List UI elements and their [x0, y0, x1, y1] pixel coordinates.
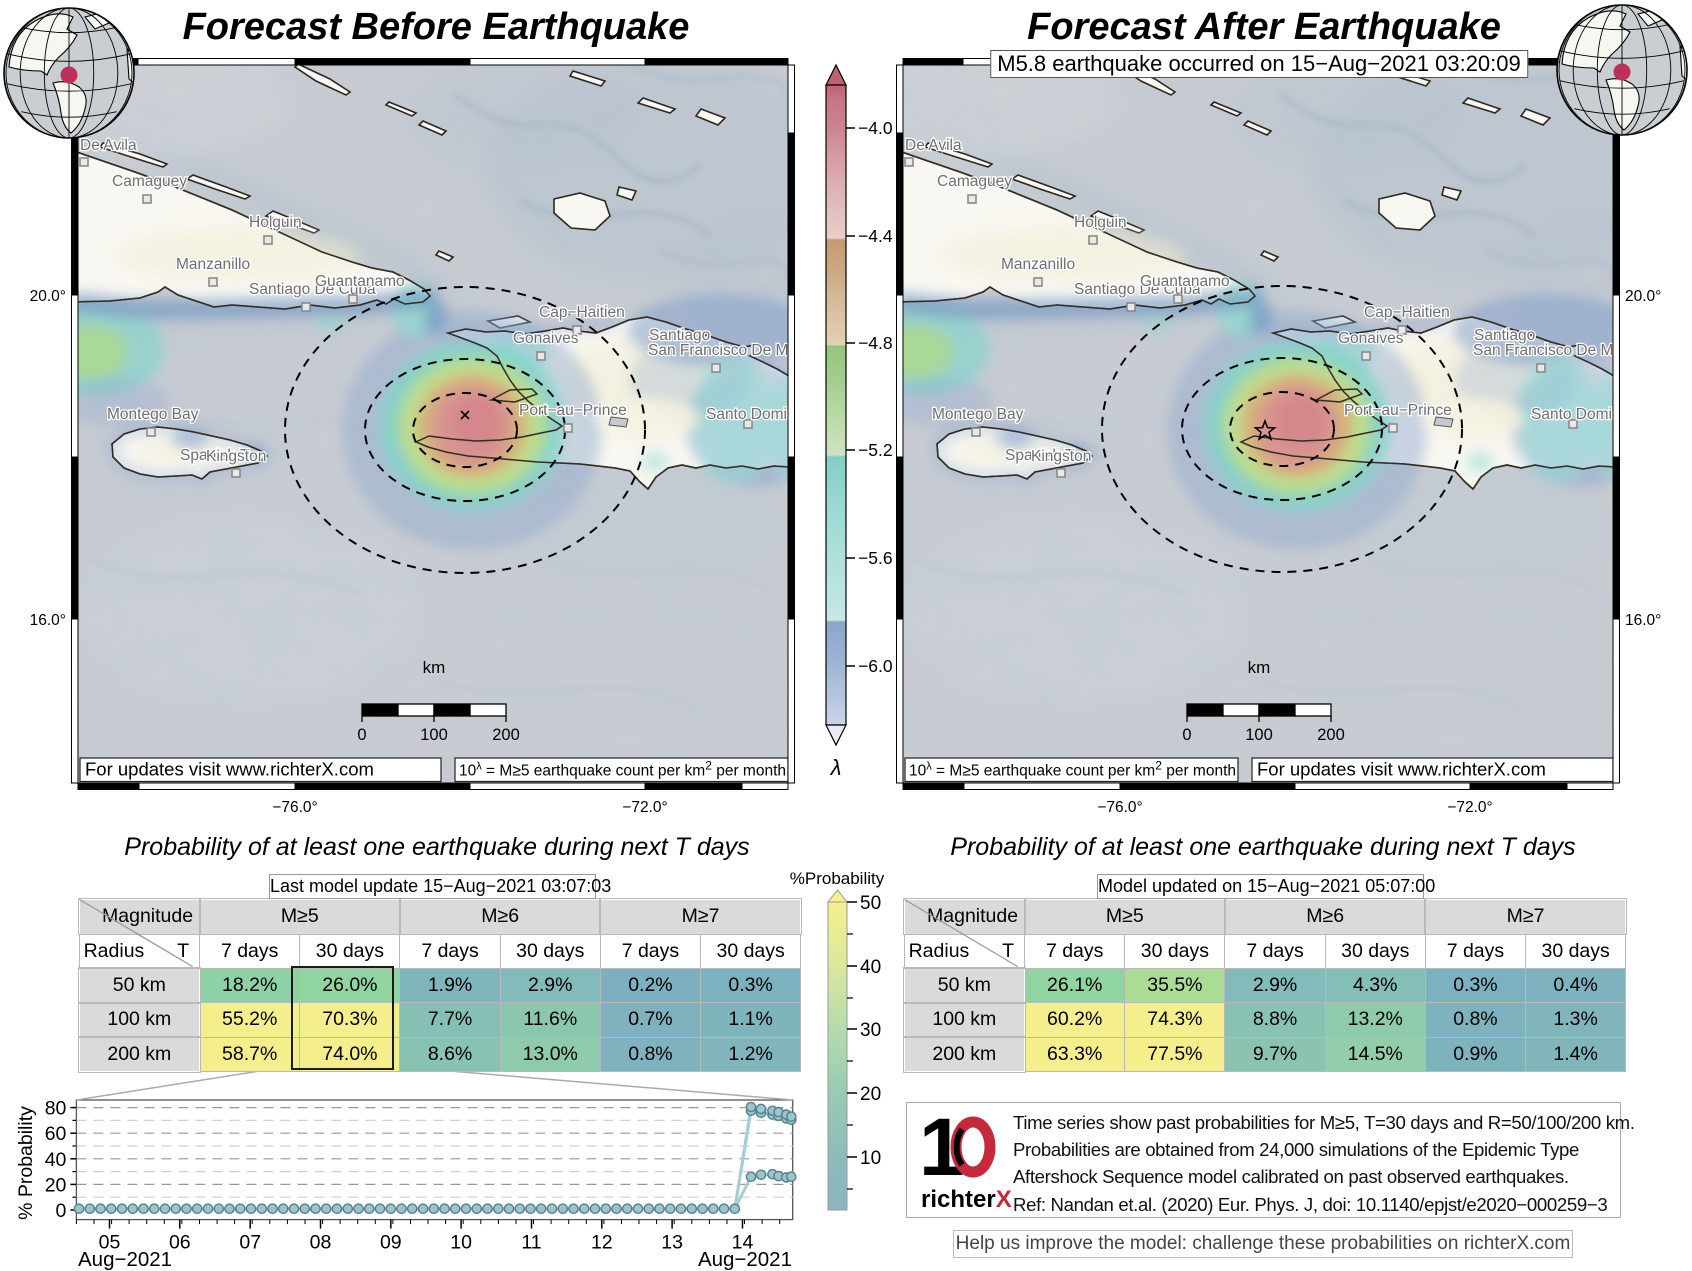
svg-text:km: km — [1248, 658, 1271, 677]
svg-text:richterX: richterX — [921, 1186, 1012, 1213]
svg-text:13: 13 — [661, 1232, 683, 1254]
svg-text:For updates visit www.richterX: For updates visit www.richterX.com — [1257, 759, 1546, 780]
svg-text:16.0°: 16.0° — [1625, 612, 1661, 629]
svg-text:10λ = M≥5 earthquake count per: 10λ = M≥5 earthquake count per km2 per m… — [459, 759, 786, 780]
svg-text:De Avila: De Avila — [905, 137, 962, 154]
svg-text:12: 12 — [591, 1232, 613, 1254]
svg-text:For updates visit www.richterX: For updates visit www.richterX.com — [85, 759, 374, 780]
svg-text:Manzanillo: Manzanillo — [176, 256, 250, 273]
svg-text:08: 08 — [310, 1232, 332, 1254]
svg-text:Santiago De Cuba: Santiago De Cuba — [249, 281, 376, 298]
svg-text:60: 60 — [45, 1123, 67, 1145]
svg-text:0: 0 — [1182, 726, 1191, 744]
svg-text:07: 07 — [239, 1232, 261, 1254]
svg-text:Aug−2021: Aug−2021 — [698, 1248, 792, 1271]
svg-text:%Probability: %Probability — [790, 869, 885, 888]
svg-text:16.0°: 16.0° — [30, 612, 66, 629]
svg-text:λ: λ — [830, 755, 842, 780]
svg-text:06: 06 — [169, 1232, 191, 1254]
svg-text:−76.0°: −76.0° — [1097, 799, 1142, 816]
svg-text:−76.0°: −76.0° — [272, 799, 317, 816]
svg-text:50: 50 — [860, 893, 881, 914]
svg-text:Montego Bay: Montego Bay — [932, 406, 1024, 423]
svg-text:05: 05 — [99, 1232, 121, 1254]
svg-text:10: 10 — [450, 1232, 472, 1254]
svg-text:Kingston: Kingston — [1031, 448, 1091, 465]
svg-text:200: 200 — [492, 726, 520, 744]
svg-text:Gonaives: Gonaives — [513, 330, 579, 347]
svg-text:Spanish T: Spanish T — [180, 447, 250, 464]
svg-text:Holguin: Holguin — [1074, 214, 1127, 231]
svg-text:09: 09 — [380, 1232, 402, 1254]
svg-text:Cap−Haitien: Cap−Haitien — [1364, 304, 1450, 321]
svg-text:Aug−2021: Aug−2021 — [78, 1248, 172, 1271]
svg-text:Guantanamo: Guantanamo — [315, 273, 405, 290]
svg-text:Manzanillo: Manzanillo — [1001, 256, 1075, 273]
svg-text:200: 200 — [1317, 726, 1345, 744]
svg-text:−5.6: −5.6 — [858, 548, 893, 568]
svg-text:10λ = M≥5 earthquake count per: 10λ = M≥5 earthquake count per km2 per m… — [909, 759, 1236, 780]
svg-text:Kingston: Kingston — [206, 448, 266, 465]
svg-text:Santo Domingo: Santo Domingo — [1531, 406, 1638, 423]
svg-text:−72.0°: −72.0° — [622, 799, 667, 816]
svg-text:Gonaives: Gonaives — [1338, 330, 1404, 347]
svg-text:Santiago De Cuba: Santiago De Cuba — [1074, 281, 1201, 298]
svg-text:De Avila: De Avila — [80, 137, 137, 154]
svg-text:Holguin: Holguin — [249, 214, 302, 231]
svg-text:Santo Domingo: Santo Domingo — [706, 406, 813, 423]
svg-text:Port−au−Prince: Port−au−Prince — [519, 402, 627, 419]
svg-text:−4.4: −4.4 — [858, 226, 893, 246]
svg-text:Santiago: Santiago — [1474, 327, 1535, 344]
svg-text:Port−au−Prince: Port−au−Prince — [1344, 402, 1452, 419]
svg-text:−4.8: −4.8 — [858, 333, 893, 353]
svg-text:Spanish T: Spanish T — [1005, 447, 1075, 464]
svg-text:−72.0°: −72.0° — [1447, 799, 1492, 816]
svg-text:San Francisco De Maco: San Francisco De Maco — [1473, 342, 1638, 359]
svg-text:30: 30 — [860, 1020, 881, 1041]
svg-text:20: 20 — [45, 1174, 67, 1196]
svg-text:14: 14 — [732, 1232, 754, 1254]
svg-text:20: 20 — [860, 1084, 881, 1105]
svg-text:−5.2: −5.2 — [858, 440, 893, 460]
svg-text:Camaguey: Camaguey — [937, 173, 1012, 190]
svg-text:100: 100 — [420, 726, 448, 744]
svg-text:−4.0: −4.0 — [858, 118, 893, 138]
svg-text:km: km — [423, 658, 446, 677]
svg-text:Montego Bay: Montego Bay — [107, 406, 199, 423]
svg-text:San Francisco De Maco: San Francisco De Maco — [648, 342, 813, 359]
svg-text:40: 40 — [45, 1149, 67, 1171]
svg-text:100: 100 — [1245, 726, 1273, 744]
svg-text:10: 10 — [860, 1148, 881, 1169]
svg-text:−6.0: −6.0 — [858, 656, 893, 676]
svg-text:20.0°: 20.0° — [30, 288, 66, 305]
svg-text:80: 80 — [45, 1098, 67, 1120]
svg-text:% Probability: % Probability — [15, 1106, 37, 1220]
svg-text:Guantanamo: Guantanamo — [1140, 273, 1230, 290]
svg-text:Santiago: Santiago — [649, 327, 710, 344]
svg-text:Camaguey: Camaguey — [112, 173, 187, 190]
svg-text:20.0°: 20.0° — [1625, 288, 1661, 305]
svg-text:40: 40 — [860, 957, 881, 978]
svg-text:11: 11 — [521, 1232, 541, 1254]
svg-text:0: 0 — [357, 726, 366, 744]
svg-text:Cap−Haitien: Cap−Haitien — [539, 304, 625, 321]
svg-text:0: 0 — [56, 1200, 67, 1222]
